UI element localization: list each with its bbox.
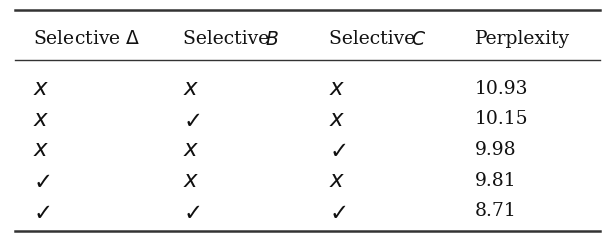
Text: $\mathbf{\mathit{x}}$: $\mathbf{\mathit{x}}$	[183, 169, 199, 192]
Text: $\mathbf{\mathit{x}}$: $\mathbf{\mathit{x}}$	[329, 169, 345, 192]
Text: 8.71: 8.71	[475, 202, 517, 220]
Text: $\checkmark$: $\checkmark$	[183, 200, 200, 223]
Text: $\mathbf{\mathit{C}}$: $\mathbf{\mathit{C}}$	[411, 30, 426, 49]
Text: 9.98: 9.98	[475, 141, 517, 159]
Text: Perplexity: Perplexity	[475, 30, 570, 48]
Text: $\mathbf{\mathit{x}}$: $\mathbf{\mathit{x}}$	[329, 77, 345, 100]
Text: $\checkmark$: $\checkmark$	[33, 169, 50, 192]
Text: $\mathbf{\mathit{x}}$: $\mathbf{\mathit{x}}$	[183, 138, 199, 161]
Text: $\mathbf{\mathit{x}}$: $\mathbf{\mathit{x}}$	[33, 77, 50, 100]
Text: $\mathbf{\mathit{B}}$: $\mathbf{\mathit{B}}$	[265, 30, 279, 49]
Text: $\checkmark$: $\checkmark$	[329, 138, 346, 161]
Text: $\mathbf{\mathit{x}}$: $\mathbf{\mathit{x}}$	[183, 77, 199, 100]
Text: Selective: Selective	[329, 30, 421, 48]
Text: $\checkmark$: $\checkmark$	[183, 108, 200, 131]
Text: $\mathbf{\mathit{x}}$: $\mathbf{\mathit{x}}$	[33, 138, 50, 161]
Text: Selective: Selective	[183, 30, 275, 48]
Text: $\mathbf{\mathit{x}}$: $\mathbf{\mathit{x}}$	[329, 108, 345, 131]
Text: $\checkmark$: $\checkmark$	[329, 200, 346, 223]
Text: $\checkmark$: $\checkmark$	[33, 200, 50, 223]
Text: 9.81: 9.81	[475, 172, 517, 189]
Text: $\mathbf{\mathit{x}}$: $\mathbf{\mathit{x}}$	[33, 108, 50, 131]
Text: Selective $\Delta$: Selective $\Delta$	[33, 30, 141, 48]
Text: 10.15: 10.15	[475, 110, 529, 128]
Text: 10.93: 10.93	[475, 80, 529, 98]
